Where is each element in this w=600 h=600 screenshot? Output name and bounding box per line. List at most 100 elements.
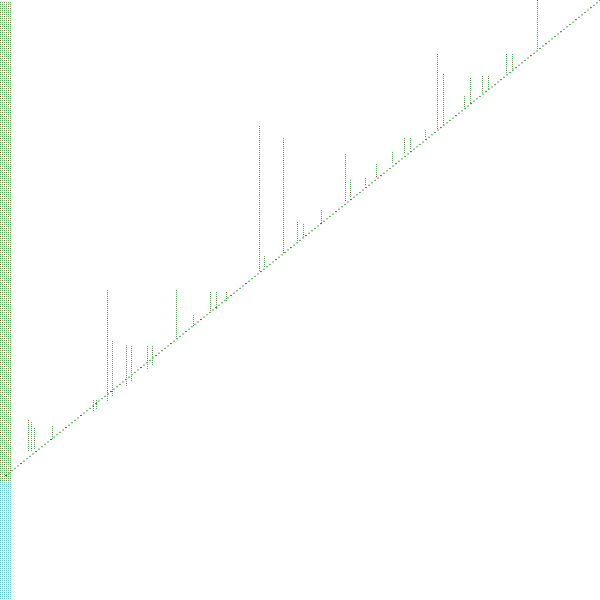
data-point: [4, 240, 5, 241]
data-point: [4, 128, 5, 129]
data-point: [8, 18, 9, 19]
data-point: [350, 196, 351, 197]
data-point: [464, 96, 465, 97]
data-point: [86, 410, 88, 412]
data-point: [259, 176, 260, 177]
data-point: [6, 454, 7, 455]
data-point: [6, 34, 7, 35]
data-point: [0, 518, 1, 519]
data-point: [6, 36, 7, 37]
data-point: [176, 308, 177, 309]
data-point: [4, 578, 5, 579]
data-point: [275, 259, 277, 261]
data-point: [2, 512, 3, 513]
data-point: [8, 414, 9, 415]
data-point: [8, 584, 9, 585]
data-point: [506, 54, 507, 55]
data-point: [10, 466, 11, 467]
data-point: [4, 542, 5, 543]
data-point: [4, 362, 5, 363]
data-point: [8, 284, 9, 285]
data-point: [6, 158, 7, 159]
data-point: [4, 206, 5, 207]
data-point: [10, 400, 11, 401]
data-point: [2, 86, 3, 87]
data-point: [2, 544, 3, 545]
data-point: [0, 496, 1, 497]
data-point: [8, 44, 9, 45]
data-point: [297, 232, 298, 233]
data-point: [107, 378, 108, 379]
data-point: [2, 74, 3, 75]
data-point: [8, 228, 9, 229]
data-point: [112, 379, 113, 380]
data-point: [259, 228, 260, 229]
data-point: [119, 383, 121, 385]
data-point: [10, 202, 11, 203]
data-point: [8, 262, 9, 263]
data-point: [4, 32, 5, 33]
data-point: [176, 298, 177, 299]
data-point: [6, 498, 7, 499]
data-point: [185, 331, 187, 333]
data-point: [8, 172, 9, 173]
data-point: [4, 330, 5, 331]
data-point: [537, 10, 538, 11]
data-point: [4, 496, 5, 497]
data-point: [527, 57, 529, 59]
data-point: [6, 348, 7, 349]
data-point: [0, 286, 1, 287]
data-point: [28, 432, 29, 433]
data-point: [0, 230, 1, 231]
data-point: [2, 554, 3, 555]
data-point: [2, 390, 3, 391]
data-point: [8, 170, 9, 171]
data-point: [0, 278, 1, 279]
data-point: [8, 254, 9, 255]
data-point: [338, 208, 340, 210]
data-point: [8, 270, 9, 271]
data-point: [283, 180, 284, 181]
data-point: [2, 160, 3, 161]
data-point: [10, 186, 11, 187]
data-point: [0, 312, 1, 313]
data-point: [6, 50, 7, 51]
data-point: [4, 378, 5, 379]
data-point: [4, 566, 5, 567]
data-point: [0, 96, 1, 97]
data-point: [230, 295, 232, 297]
data-point: [303, 226, 304, 227]
data-point: [10, 200, 11, 201]
data-point: [107, 300, 108, 301]
data-point: [6, 358, 7, 359]
data-point: [8, 478, 9, 479]
data-point: [537, 20, 538, 21]
data-point: [0, 516, 1, 517]
data-point: [10, 404, 11, 405]
data-point: [0, 584, 1, 585]
data-point: [0, 156, 1, 157]
data-point: [345, 198, 346, 199]
data-point: [188, 328, 190, 330]
data-point: [112, 393, 113, 394]
data-point: [6, 122, 7, 123]
data-point: [537, 18, 538, 19]
data-point: [10, 204, 11, 205]
data-point: [4, 322, 5, 323]
data-point: [6, 392, 7, 393]
data-point: [2, 206, 3, 207]
data-point: [4, 484, 5, 485]
data-point: [0, 476, 1, 477]
data-point: [8, 116, 9, 117]
data-point: [365, 178, 366, 179]
data-point: [6, 116, 7, 117]
data-point: [182, 333, 184, 335]
data-point: [0, 124, 1, 125]
data-point: [0, 102, 1, 103]
data-point: [2, 226, 3, 227]
data-point: [4, 576, 5, 577]
data-point: [0, 134, 1, 135]
data-point: [152, 350, 153, 351]
data-point: [126, 359, 127, 360]
data-point: [283, 166, 284, 167]
